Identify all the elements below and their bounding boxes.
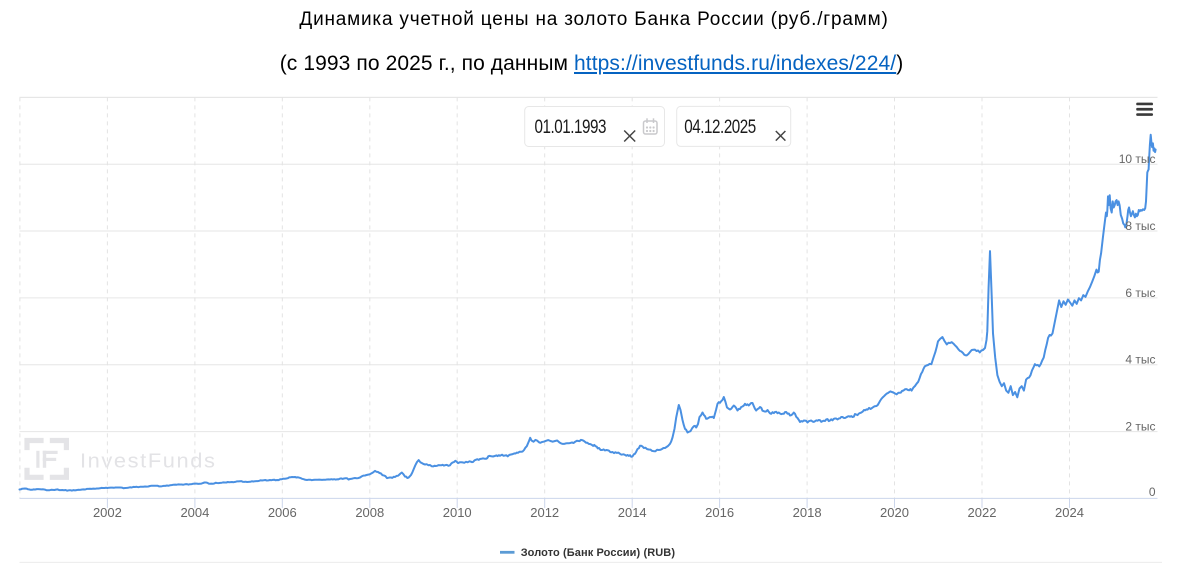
svg-text:2016: 2016 <box>705 505 734 520</box>
svg-text:2012: 2012 <box>530 505 559 520</box>
svg-text:2006: 2006 <box>268 505 297 520</box>
svg-text:0: 0 <box>1149 485 1156 499</box>
svg-text:2024: 2024 <box>1055 505 1084 520</box>
svg-text:Золото (Банк России) (RUB): Золото (Банк России) (RUB) <box>521 547 676 559</box>
svg-text:2010: 2010 <box>443 505 472 520</box>
svg-text:01.01.1993: 01.01.1993 <box>535 115 607 137</box>
svg-text:04.12.2025: 04.12.2025 <box>684 115 756 137</box>
svg-text:2018: 2018 <box>793 505 822 520</box>
svg-text:2020: 2020 <box>880 505 909 520</box>
svg-text:4 тыс: 4 тыс <box>1125 353 1155 367</box>
svg-text:2022: 2022 <box>968 505 997 520</box>
svg-text:6 тыс: 6 тыс <box>1125 286 1155 300</box>
svg-text:2008: 2008 <box>355 505 384 520</box>
svg-text:8 тыс: 8 тыс <box>1125 219 1155 233</box>
svg-text:2002: 2002 <box>93 505 122 520</box>
svg-text:10 тыс: 10 тыс <box>1119 152 1156 166</box>
svg-text:InvestFunds: InvestFunds <box>80 450 217 473</box>
svg-text:2 тыс: 2 тыс <box>1125 420 1155 434</box>
svg-text:2004: 2004 <box>180 505 209 520</box>
svg-text:2014: 2014 <box>618 505 647 520</box>
